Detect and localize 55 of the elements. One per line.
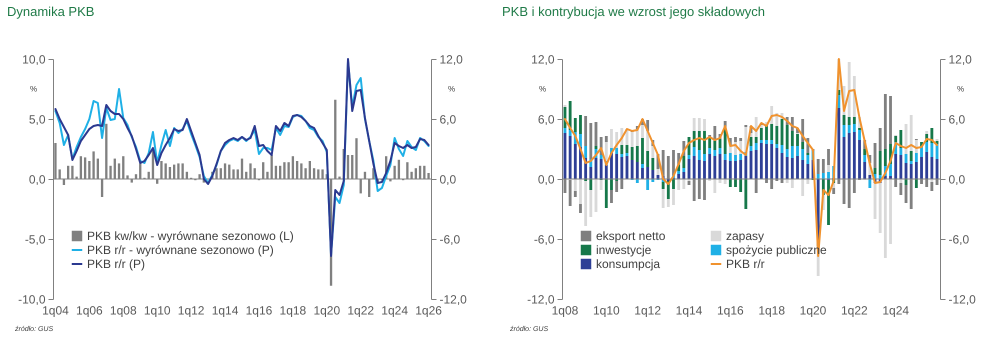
y2-tick-label: 12,0 bbox=[440, 52, 464, 66]
y-tick-label: -10,0 bbox=[18, 292, 46, 306]
x-tick-label: 1q24 bbox=[381, 304, 408, 318]
legend-label: PKB r/r bbox=[726, 257, 765, 271]
y2-tick-label: 6,0 bbox=[948, 112, 966, 126]
y2-tick-label: 0,0 bbox=[948, 172, 966, 186]
x-tick-label: 1q18 bbox=[758, 304, 786, 318]
x-tick-label: 1q14 bbox=[212, 304, 239, 318]
x-tick-label: 1q20 bbox=[313, 304, 340, 318]
y-tick-label: 6,0 bbox=[538, 112, 555, 126]
x-tick-label: 1q22 bbox=[347, 304, 374, 318]
x-tick-label: 1q16 bbox=[246, 304, 273, 318]
x-tick-label: 1q22 bbox=[841, 304, 868, 318]
y-tick-label: 0,0 bbox=[28, 172, 46, 186]
x-tick-label: 1q08 bbox=[110, 304, 137, 318]
x-tick-label: 1q08 bbox=[552, 304, 579, 318]
y2-axis-title: % bbox=[956, 84, 964, 94]
x-tick-label: 1q24 bbox=[882, 304, 910, 318]
x-tick-label: 1q12 bbox=[178, 304, 205, 318]
y2-tick-label: -6,0 bbox=[948, 232, 970, 246]
x-tick-label: 1q18 bbox=[280, 304, 307, 318]
legend-label: konsumpcja bbox=[596, 257, 660, 271]
x-tick-label: 1q10 bbox=[592, 304, 620, 318]
y2-tick-label: 6,0 bbox=[440, 112, 457, 126]
chart-title: Dynamika PKB bbox=[7, 4, 94, 19]
legend-label: inwestycje bbox=[596, 243, 652, 257]
y2-tick-label: -12,0 bbox=[948, 292, 976, 306]
x-tick-label: 1q14 bbox=[676, 304, 703, 318]
y-tick-label: 10,0 bbox=[22, 52, 46, 66]
x-tick-label: 1q16 bbox=[716, 304, 744, 318]
legend-label: PKB kw/kw - wyrównane sezonowo (L) bbox=[87, 229, 294, 243]
y-tick-label: -5,0 bbox=[24, 232, 46, 246]
y-tick-label: -12,0 bbox=[527, 292, 555, 306]
y2-tick-label: -6,0 bbox=[440, 232, 461, 246]
y-tick-label: -6,0 bbox=[534, 232, 555, 246]
x-tick-label: 1q26 bbox=[415, 304, 442, 318]
chart-title: PKB i kontrybucja we wzrost jego składowych bbox=[502, 4, 766, 19]
y-tick-label: 5,0 bbox=[28, 112, 46, 126]
x-tick-label: 1q20 bbox=[800, 304, 827, 318]
legend-label: PKB r/r - wyrównane sezonowo (P) bbox=[87, 243, 274, 257]
x-tick-label: 1q10 bbox=[144, 304, 171, 318]
y-axis-title: % bbox=[30, 84, 38, 94]
legend-label: zapasy bbox=[726, 229, 764, 243]
x-tick-label: 1q06 bbox=[76, 304, 104, 318]
y-tick-label: 0,0 bbox=[538, 172, 555, 186]
x-tick-label: 1q12 bbox=[634, 304, 662, 318]
y2-tick-label: 0,0 bbox=[440, 172, 457, 186]
y2-axis-title: % bbox=[448, 84, 456, 94]
y2-tick-label: -12,0 bbox=[440, 292, 468, 306]
legend-label: eksport netto bbox=[596, 229, 666, 243]
y-axis-title: % bbox=[538, 84, 546, 94]
x-tick-label: 1q04 bbox=[42, 304, 70, 318]
y-tick-label: 12,0 bbox=[531, 52, 555, 66]
legend-label: PKB r/r (P) bbox=[87, 257, 146, 271]
y2-tick-label: 12,0 bbox=[948, 52, 972, 66]
